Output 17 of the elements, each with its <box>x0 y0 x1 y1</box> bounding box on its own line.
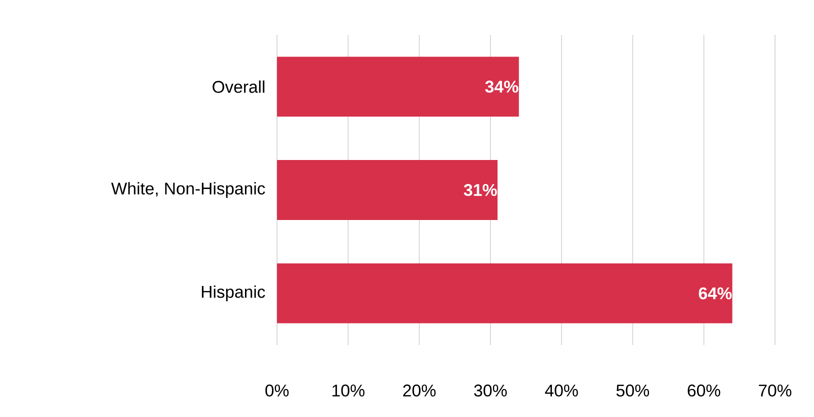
x-tick-label: 60% <box>688 384 720 397</box>
bar <box>277 263 732 324</box>
y-tick-label: Hispanic <box>202 285 266 302</box>
bar <box>277 56 519 117</box>
x-tick-label: 20% <box>403 384 436 397</box>
x-tick-label: 0% <box>265 384 289 397</box>
data-label: 64% <box>698 287 732 300</box>
x-tick-label: 40% <box>545 384 578 397</box>
data-label: 31% <box>464 184 497 196</box>
x-tick-label: 30% <box>474 384 507 397</box>
x-tick-label: 70% <box>758 384 792 397</box>
x-tick-label: 10% <box>332 384 364 397</box>
x-tick-label: 50% <box>616 384 650 397</box>
data-label: 34% <box>485 80 518 93</box>
y-tick-label: Overall <box>212 80 264 93</box>
bar <box>277 160 498 220</box>
y-tick-label: White, Non-Hispanic <box>111 182 265 198</box>
